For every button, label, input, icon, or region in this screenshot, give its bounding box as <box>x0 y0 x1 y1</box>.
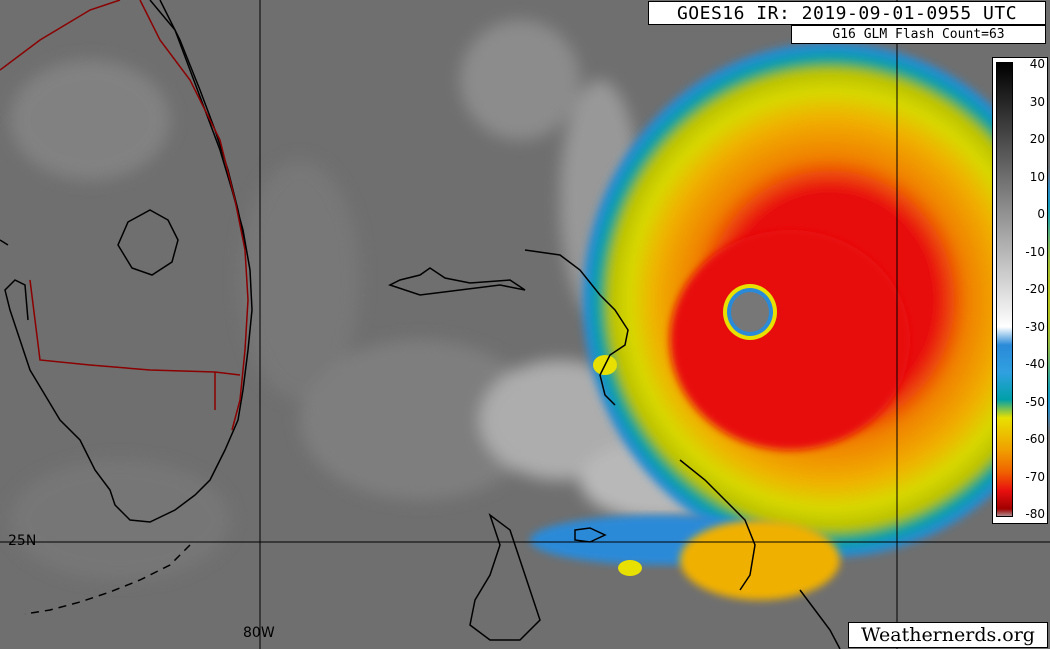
colorbar-tick-label: 0 <box>1037 207 1045 221</box>
hurricane-eye <box>723 284 777 340</box>
weathernerds-credit: Weathernerds.org <box>848 622 1048 648</box>
grand-bahama <box>388 267 526 296</box>
longitude-label: 80W <box>243 625 275 641</box>
colorbar-gradient <box>996 62 1013 517</box>
eleuthera-island <box>679 459 756 591</box>
colorbar-tick-label: -80 <box>1025 507 1045 521</box>
flash-count-label: G16 GLM Flash Count=63 <box>791 25 1046 44</box>
abaco-islands <box>524 249 629 406</box>
florida-keys <box>24 544 191 615</box>
colorbar-tick-label: -60 <box>1025 432 1045 446</box>
colorbar-tick-label: 10 <box>1029 169 1045 184</box>
colorbar-tick-label: 20 <box>1029 132 1045 146</box>
colorbar-tick-label: 40 <box>1029 57 1045 71</box>
latitude-label: 25N <box>8 533 37 549</box>
image-title: GOES16 IR: 2019-09-01-0955 UTC <box>648 1 1046 25</box>
colorbar-tick-label: -20 <box>1025 282 1045 296</box>
temperature-colorbar: 40 30 20 10 0 -10 -20 -30 -40 -50 -60 -70 -80 <box>992 57 1048 524</box>
hurricane-cloud-shield <box>530 40 1050 600</box>
state-border <box>0 0 249 431</box>
colorbar-tick-label: -30 <box>1025 319 1045 334</box>
colorbar-tick-label: 30 <box>1029 94 1045 109</box>
exuma-cays <box>799 589 841 649</box>
colorbar-tick-label: -50 <box>1025 394 1045 409</box>
colorbar-tick-label: -10 <box>1025 244 1045 259</box>
andros-island <box>469 512 541 641</box>
lake-okeechobee <box>117 209 179 276</box>
colorbar-tick-label: -40 <box>1025 357 1045 371</box>
colorbar-tick-label: -70 <box>1025 469 1045 484</box>
new-providence <box>574 527 607 543</box>
